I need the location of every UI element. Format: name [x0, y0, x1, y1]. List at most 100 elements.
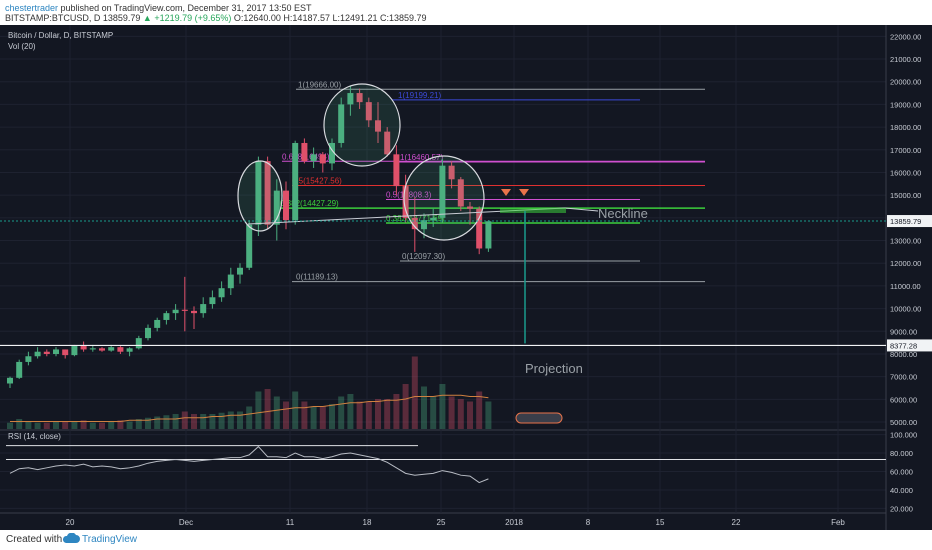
price-axis: 22000.00 21000.00 20000.00 19000.00 18000.00…: [885, 25, 932, 530]
candle-body: [200, 304, 207, 314]
price-tick-label: 10000.00: [890, 305, 921, 314]
candle-body: [181, 309, 188, 311]
candle-body: [393, 154, 400, 187]
volume-bar: [126, 421, 133, 429]
rsi-tick-label: 20.000: [890, 504, 913, 513]
chart-canvas[interactable]: 22000.00 21000.00 20000.00 19000.00 18000.00…: [0, 25, 932, 530]
fib-level-label: 1(16460.57): [400, 153, 443, 162]
candle-body: [218, 288, 225, 298]
candle-body: [476, 208, 483, 249]
fib-level-label: 0.5(14808.3): [386, 191, 432, 200]
volume-bar: [347, 394, 354, 429]
candle-body: [34, 351, 41, 357]
volume-bar: [476, 391, 483, 429]
pattern-circle: [323, 83, 401, 167]
volume-legend: Vol (20): [8, 42, 36, 51]
volume-bar: [246, 406, 253, 429]
tradingview-cloud-icon: [63, 533, 80, 543]
candle-body: [347, 93, 354, 105]
rsi-tick-label: 60.000: [890, 468, 913, 477]
volume-bar: [80, 420, 87, 429]
volume-bar: [154, 416, 161, 429]
price-tick-label: 6000.00: [890, 395, 917, 404]
grid-lines: [0, 25, 932, 514]
candle-body: [273, 190, 280, 225]
volume-bar: [117, 420, 124, 429]
price-tick-label: 9000.00: [890, 327, 917, 336]
pattern-circle: [237, 160, 283, 232]
neckline-pointer: [564, 207, 599, 212]
volume-ma-line: [10, 394, 489, 422]
author-name[interactable]: chestertrader: [5, 3, 59, 13]
price-tick-label: 19000.00: [890, 100, 921, 109]
time-tick-label: Dec: [179, 518, 193, 527]
candle-body: [108, 347, 115, 351]
candle-body: [402, 186, 409, 218]
publish-info: chestertrader published on TradingView.c…: [5, 3, 312, 13]
volume-bar: [218, 412, 225, 429]
target-level-badge: [887, 339, 932, 352]
candle-body: [411, 217, 418, 230]
candle-body: [439, 165, 446, 218]
candle-body: [209, 297, 216, 305]
volume-bar: [172, 414, 179, 429]
down-arrow-icon: [501, 189, 511, 196]
time-tick-label: 2018: [505, 518, 523, 527]
symbol-info: BITSTAMP:BTCUSD, D 13859.79 ▲ +1219.79 (…: [5, 13, 427, 23]
down-arrow-icon: [519, 189, 529, 196]
volume-bars: [7, 356, 492, 429]
rsi-line: [9, 445, 489, 484]
price-tick-label: 13000.00: [890, 237, 921, 246]
volume-bar: [319, 406, 326, 429]
candle-body: [62, 349, 69, 356]
price-change: ▲ +1219.79 (+9.65%): [142, 13, 232, 23]
volume-bar: [273, 396, 280, 429]
price-tick-label: 17000.00: [890, 146, 921, 155]
time-tick-label: 15: [656, 518, 665, 527]
candle-body: [264, 161, 271, 225]
candle-body: [283, 190, 289, 221]
candle-body: [227, 274, 234, 289]
volume-bar: [71, 421, 78, 429]
chart-area[interactable]: 22000.00 21000.00 20000.00 19000.00 18000.00…: [0, 25, 932, 530]
candle-body: [365, 102, 372, 121]
candle-body: [43, 351, 50, 354]
candle-body: [375, 120, 381, 132]
candle-body: [485, 221, 492, 249]
time-tick-label: 25: [437, 518, 446, 527]
published-text: published on TradingView.com, December 3…: [60, 3, 312, 13]
fib-level-label: 1(19199.21): [398, 91, 441, 100]
price-tick-label: 15000.00: [890, 191, 921, 200]
volume-bar: [108, 421, 115, 429]
tradingview-brand[interactable]: TradingView: [82, 534, 138, 545]
volume-bar: [393, 394, 400, 429]
candle-body: [80, 346, 87, 350]
candle-body: [191, 310, 197, 314]
rsi-legend: RSI (14, close): [8, 432, 61, 441]
volume-bar: [485, 401, 492, 429]
price-tick-label: 18000.00: [890, 123, 921, 132]
price-tick-label: 8000.00: [890, 350, 917, 359]
candle-body: [301, 142, 308, 162]
volume-bar: [89, 422, 96, 429]
candle-body: [457, 179, 464, 207]
volume-bar: [209, 414, 216, 429]
candle-body: [16, 361, 23, 378]
volume-bar: [255, 391, 262, 429]
candle-body: [7, 377, 13, 384]
volume-bar: [191, 414, 197, 429]
volume-bar: [292, 391, 299, 429]
rsi-tick-label: 40.000: [890, 486, 913, 495]
price-tick-label: 21000.00: [890, 55, 921, 64]
volume-bar: [421, 386, 427, 429]
volume-bar: [25, 421, 32, 429]
volume-bar: [53, 421, 59, 429]
volume-bar: [135, 419, 142, 429]
price-tick-label: 5000.00: [890, 418, 917, 427]
volume-bar: [264, 389, 271, 429]
price-tick-label: 16000.00: [890, 168, 921, 177]
volume-bar: [430, 396, 437, 429]
candles: [7, 86, 492, 389]
publish-header: chestertrader published on TradingView.c…: [0, 0, 932, 25]
volume-bar: [43, 422, 50, 429]
